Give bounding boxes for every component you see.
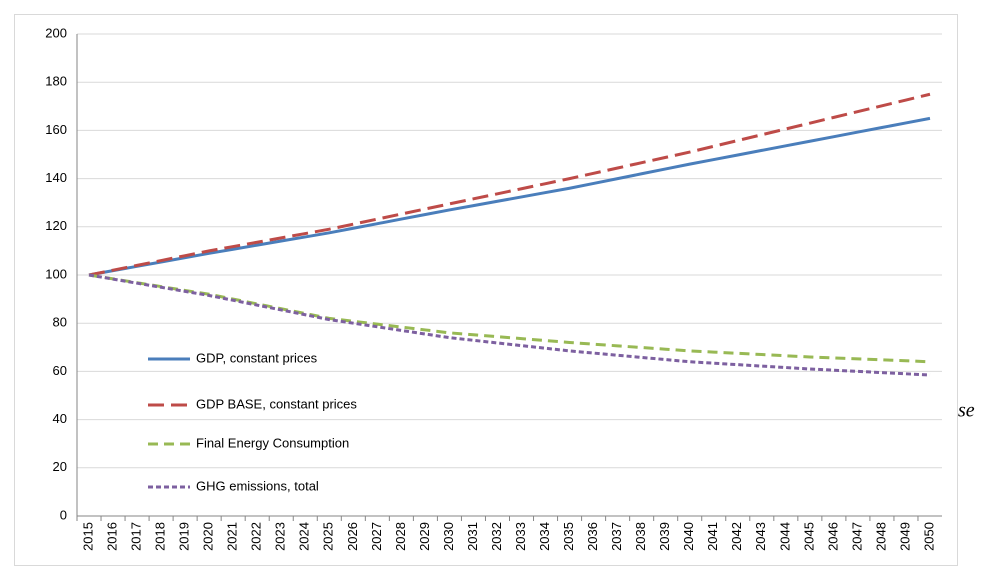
- legend-label: GHG emissions, total: [196, 478, 319, 493]
- x-tick-label: 2041: [705, 522, 720, 551]
- series-line: [88, 116, 931, 277]
- x-tick-label: 2024: [297, 522, 312, 551]
- x-tick-label: 2017: [129, 522, 144, 551]
- x-tick-label: 2028: [393, 522, 408, 551]
- x-tick-label: 2045: [801, 522, 816, 551]
- x-tick-label: 2038: [633, 522, 648, 551]
- x-tick-label: 2040: [681, 522, 696, 551]
- x-tick-label: 2021: [225, 522, 240, 551]
- y-tick-label: 120: [45, 218, 67, 233]
- series-line: [88, 273, 931, 364]
- x-tick-label: 2039: [657, 522, 672, 551]
- x-tick-label: 2022: [249, 522, 264, 551]
- legend-label: GDP BASE, constant prices: [196, 396, 357, 411]
- x-tick-label: 2037: [609, 522, 624, 551]
- x-tick-label: 2035: [561, 522, 576, 551]
- x-tick-label: 2023: [273, 522, 288, 551]
- x-tick-label: 2044: [777, 522, 792, 551]
- x-tick-label: 2030: [441, 522, 456, 551]
- y-tick-label: 140: [45, 170, 67, 185]
- x-tick-label: 2036: [585, 522, 600, 551]
- x-tick-label: 2048: [873, 522, 888, 551]
- x-tick-label: 2049: [897, 522, 912, 551]
- y-tick-label: 180: [45, 74, 67, 89]
- chart-frame: [14, 14, 958, 566]
- legend-label: GDP, constant prices: [196, 350, 318, 365]
- x-tick-label: 2050: [921, 522, 936, 551]
- series-line: [88, 92, 931, 277]
- y-tick-label: 160: [45, 122, 67, 137]
- x-tick-label: 2046: [825, 522, 840, 551]
- x-tick-label: 2042: [729, 522, 744, 551]
- x-tick-label: 2043: [753, 522, 768, 551]
- y-tick-label: 60: [53, 363, 67, 378]
- x-tick-label: 2034: [537, 522, 552, 551]
- y-tick-label: 200: [45, 25, 67, 40]
- x-tick-label: 2019: [177, 522, 192, 551]
- series-line: [88, 273, 931, 377]
- x-tick-label: 2016: [104, 522, 119, 551]
- annotation: se: [958, 400, 975, 422]
- y-tick-label: 100: [45, 266, 67, 281]
- x-tick-label: 2032: [489, 522, 504, 551]
- x-tick-label: 2025: [321, 522, 336, 551]
- y-tick-label: 40: [53, 411, 67, 426]
- y-tick-label: 20: [53, 459, 67, 474]
- x-tick-label: 2029: [417, 522, 432, 551]
- x-tick-label: 2031: [465, 522, 480, 551]
- x-tick-label: 2027: [369, 522, 384, 551]
- y-tick-label: 0: [60, 507, 67, 522]
- y-tick-label: 80: [53, 315, 67, 330]
- x-tick-label: 2018: [153, 522, 168, 551]
- x-tick-label: 2020: [201, 522, 216, 551]
- x-tick-label: 2047: [849, 522, 864, 551]
- legend-label: Final Energy Consumption: [196, 435, 349, 450]
- x-tick-label: 2026: [345, 522, 360, 551]
- x-tick-label: 2015: [80, 522, 95, 551]
- x-tick-label: 2033: [513, 522, 528, 551]
